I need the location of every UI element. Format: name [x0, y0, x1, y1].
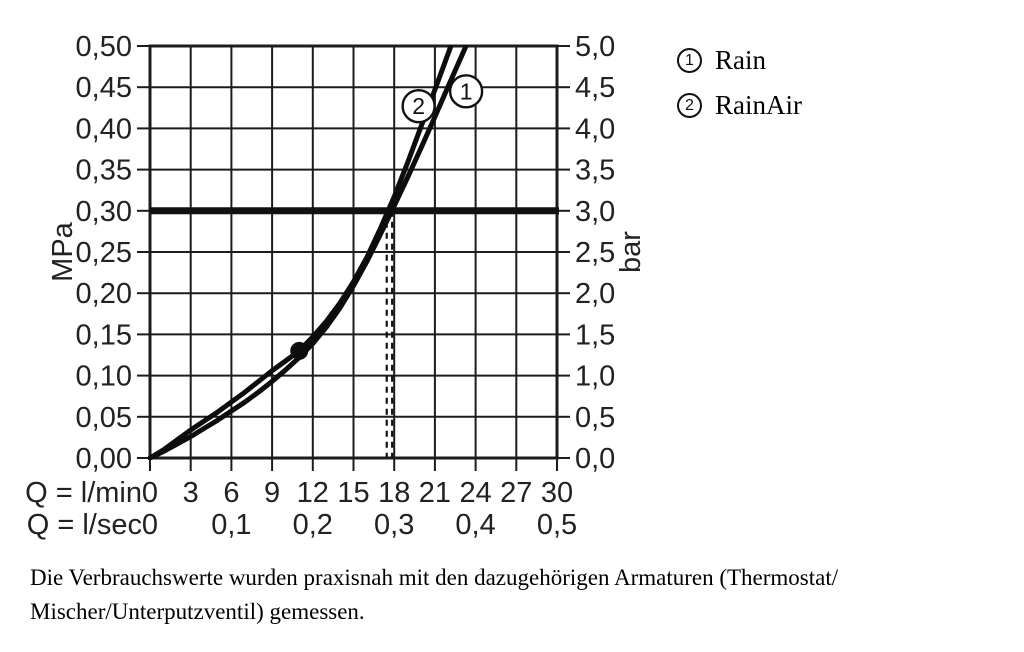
legend-marker-2: 2 — [677, 93, 702, 118]
y-right-tick: 1,0 — [575, 361, 615, 393]
x-lsec-tick: 0,2 — [293, 509, 333, 541]
x-lmin-tick: 0 — [142, 477, 158, 509]
caption-line-1: Die Verbrauchswerte wurden praxisnah mit… — [30, 565, 839, 590]
x-lmin-tick: 12 — [297, 477, 329, 509]
measurement-dot — [290, 341, 309, 360]
x-lmin-tick: 6 — [223, 477, 239, 509]
x-lsec-tick: 0 — [142, 509, 158, 541]
x-lsec-tick: 0,5 — [537, 509, 577, 541]
y-left-tick: 0,10 — [76, 361, 132, 393]
curve-badge-label-1: 1 — [460, 78, 473, 104]
y-left-tick: 0,40 — [76, 113, 132, 145]
y-right-unit: bar — [615, 231, 647, 273]
x-lmin-tick: 24 — [459, 477, 491, 509]
plot-border — [148, 44, 559, 460]
y-right-tick: 0,0 — [575, 443, 615, 475]
y-left-tick: 0,05 — [76, 402, 132, 434]
x-lsec-tick: 0,4 — [455, 509, 495, 541]
caption-line-2: Mischer/Unterputzventil) gemessen. — [30, 599, 365, 624]
x-lsec-tick: 0,1 — [211, 509, 251, 541]
y-left-tick: 0,25 — [76, 237, 132, 269]
legend-item-rain: 1 Rain — [677, 45, 802, 76]
legend-marker-1: 1 — [677, 48, 702, 73]
y-right-tick: 3,0 — [575, 196, 615, 228]
y-left-tick: 0,15 — [76, 319, 132, 351]
legend-label-rainair: RainAir — [715, 90, 802, 120]
x-lmin-tick: 21 — [419, 477, 451, 509]
caption: Die Verbrauchswerte wurden praxisnah mit… — [30, 561, 990, 629]
y-right-tick: 2,0 — [575, 278, 615, 310]
y-right-tick: 5,0 — [575, 31, 615, 63]
curve-rain — [148, 45, 470, 460]
y-left-tick: 0,50 — [76, 31, 132, 63]
x-lmin-tick: 15 — [337, 477, 369, 509]
legend: 1 Rain 2 RainAir — [677, 45, 802, 135]
y-left-unit: MPa — [47, 221, 79, 282]
x-lmin-tick: 9 — [264, 477, 280, 509]
curves — [148, 45, 470, 460]
y-right-tick: 4,5 — [575, 72, 615, 104]
y-left-tick: 0,30 — [76, 196, 132, 228]
x-axis-unit-lmin: Q = l/min — [25, 477, 142, 509]
x-lmin-tick: 18 — [378, 477, 410, 509]
y-right-tick: 4,0 — [575, 113, 615, 145]
curve-badge-2 — [401, 88, 436, 124]
y-right-tick: 2,5 — [575, 237, 615, 269]
y-left-tick: 0,20 — [76, 278, 132, 310]
y-right-tick: 1,5 — [575, 319, 615, 351]
y-left-tick: 0,00 — [76, 443, 132, 475]
grid — [137, 45, 570, 471]
curve-badge-1 — [448, 74, 484, 109]
x-lsec-tick: 0,3 — [374, 509, 414, 541]
x-axis-unit-lsec: Q = l/sec — [27, 509, 142, 541]
legend-label-rain: Rain — [715, 45, 766, 75]
y-right-tick: 3,5 — [575, 155, 615, 187]
curve-rainair — [148, 45, 454, 460]
x-lmin-tick: 3 — [183, 477, 199, 509]
legend-item-rainair: 2 RainAir — [677, 90, 802, 121]
x-lmin-tick: 30 — [541, 477, 573, 509]
x-lmin-tick: 27 — [500, 477, 532, 509]
y-right-tick: 0,5 — [575, 402, 615, 434]
curve-badge-label-2: 2 — [412, 93, 425, 119]
y-left-tick: 0,45 — [76, 72, 132, 104]
y-left-tick: 0,35 — [76, 155, 132, 187]
